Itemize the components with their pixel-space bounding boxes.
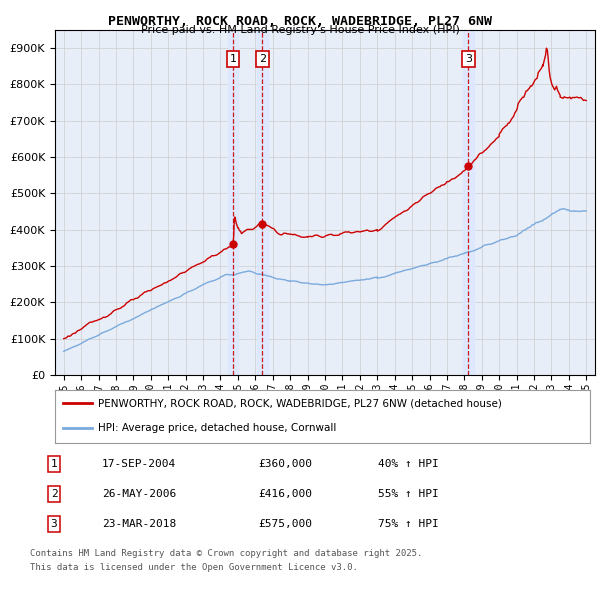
- Text: 2: 2: [50, 489, 58, 499]
- Text: 1: 1: [50, 459, 58, 469]
- Text: Price paid vs. HM Land Registry's House Price Index (HPI): Price paid vs. HM Land Registry's House …: [140, 25, 460, 35]
- Text: PENWORTHY, ROCK ROAD, ROCK, WADEBRIDGE, PL27 6NW: PENWORTHY, ROCK ROAD, ROCK, WADEBRIDGE, …: [108, 15, 492, 28]
- Text: 55% ↑ HPI: 55% ↑ HPI: [378, 489, 439, 499]
- Text: £416,000: £416,000: [258, 489, 312, 499]
- Text: PENWORTHY, ROCK ROAD, ROCK, WADEBRIDGE, PL27 6NW (detached house): PENWORTHY, ROCK ROAD, ROCK, WADEBRIDGE, …: [98, 398, 502, 408]
- Text: 3: 3: [465, 54, 472, 64]
- Text: 1: 1: [230, 54, 236, 64]
- Text: £575,000: £575,000: [258, 519, 312, 529]
- Text: 2: 2: [259, 54, 266, 64]
- Text: 3: 3: [50, 519, 58, 529]
- Text: HPI: Average price, detached house, Cornwall: HPI: Average price, detached house, Corn…: [98, 423, 336, 433]
- Text: £360,000: £360,000: [258, 459, 312, 469]
- Text: Contains HM Land Registry data © Crown copyright and database right 2025.: Contains HM Land Registry data © Crown c…: [30, 549, 422, 559]
- Text: 26-MAY-2006: 26-MAY-2006: [102, 489, 176, 499]
- Bar: [228, 30, 238, 375]
- Text: 17-SEP-2004: 17-SEP-2004: [102, 459, 176, 469]
- Text: 75% ↑ HPI: 75% ↑ HPI: [378, 519, 439, 529]
- Bar: [463, 30, 473, 375]
- Bar: [257, 30, 268, 375]
- Text: 23-MAR-2018: 23-MAR-2018: [102, 519, 176, 529]
- Text: 40% ↑ HPI: 40% ↑ HPI: [378, 459, 439, 469]
- Text: This data is licensed under the Open Government Licence v3.0.: This data is licensed under the Open Gov…: [30, 563, 358, 572]
